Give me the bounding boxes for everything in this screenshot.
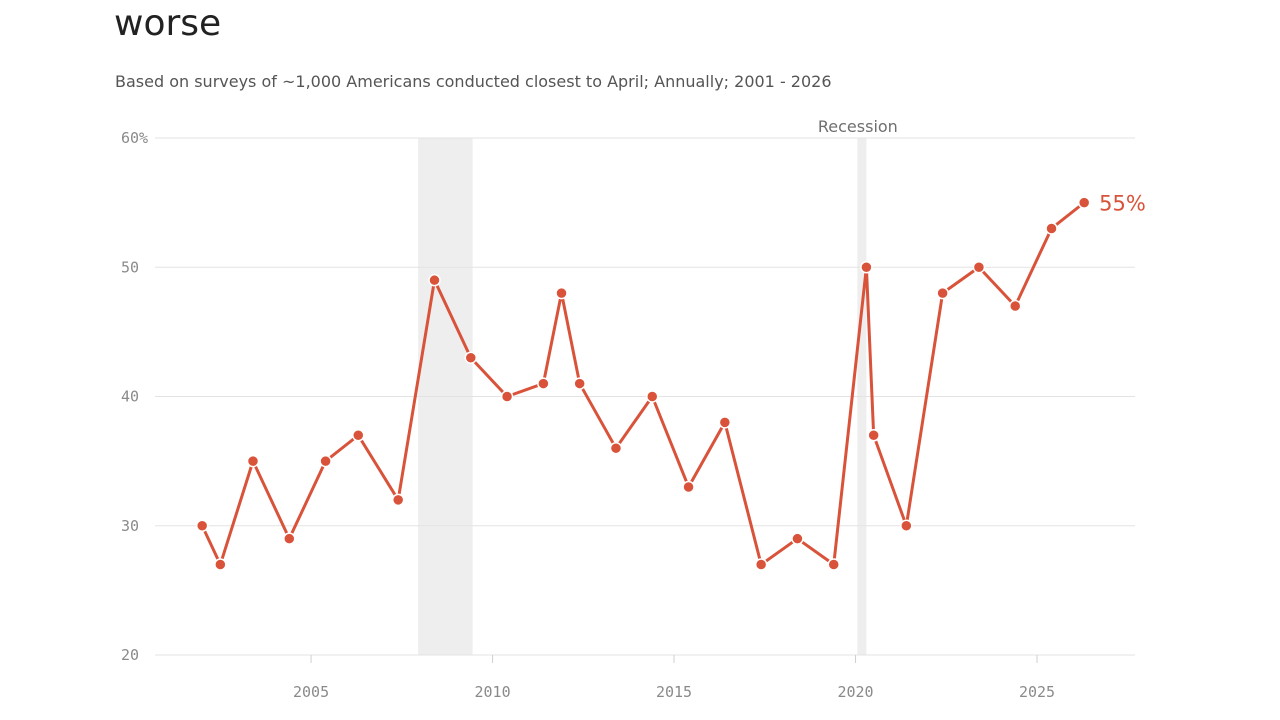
x-tick-label: 2020 <box>837 683 873 701</box>
data-point <box>900 519 913 532</box>
chart-subtitle: Based on surveys of ~1,000 Americans con… <box>115 72 832 91</box>
data-point <box>573 377 586 390</box>
data-point <box>936 286 949 300</box>
data-point <box>195 519 209 532</box>
gridlines <box>155 137 1135 656</box>
data-point <box>1008 299 1022 313</box>
data-point <box>682 480 695 494</box>
data-point <box>246 454 260 468</box>
series <box>195 196 1091 571</box>
data-point <box>791 532 804 545</box>
end-value-label: 55% <box>1099 192 1146 216</box>
x-tick-label: 2010 <box>474 683 510 701</box>
data-point <box>428 273 441 287</box>
data-point <box>718 416 732 429</box>
y-tick-label: 20 <box>121 646 139 664</box>
chart-title: worse <box>114 3 222 44</box>
data-point <box>500 390 514 403</box>
data-point <box>754 558 768 571</box>
y-tick-label: 50 <box>121 258 139 276</box>
y-axis: 20 30 40 50 60% <box>121 129 148 664</box>
data-point <box>867 429 880 442</box>
data-point <box>609 441 623 455</box>
recession-label: Recession <box>818 117 898 136</box>
data-point <box>555 286 568 300</box>
data-point <box>283 532 296 545</box>
annotations: Recession 55% <box>818 117 1146 216</box>
data-point <box>972 261 986 274</box>
x-tick-label: 2025 <box>1019 683 1055 701</box>
data-point <box>391 493 405 507</box>
data-point <box>646 390 659 403</box>
data-point <box>537 377 550 390</box>
y-tick-label: 30 <box>121 517 139 535</box>
data-point <box>464 351 478 364</box>
data-point <box>860 261 873 274</box>
series-line <box>200 201 1086 567</box>
data-point <box>1077 196 1091 209</box>
data-point <box>214 558 227 571</box>
y-tick-label: 60% <box>121 129 148 147</box>
data-point <box>1045 222 1058 235</box>
x-tick-label: 2005 <box>293 683 329 701</box>
data-point <box>827 558 840 571</box>
data-point <box>352 429 365 442</box>
x-tick-label: 2015 <box>656 683 692 701</box>
x-axis: 2005 2010 2015 2020 2025 <box>293 655 1055 701</box>
data-point <box>319 454 332 468</box>
y-tick-label: 40 <box>121 388 139 406</box>
